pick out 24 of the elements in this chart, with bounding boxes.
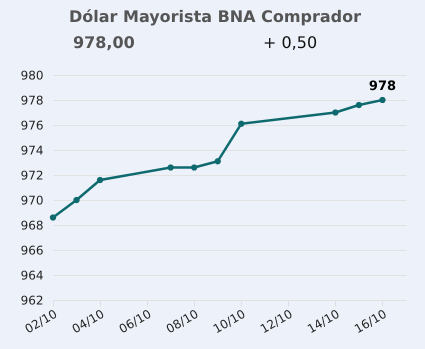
y-tick-label: 970 xyxy=(20,194,44,208)
text: + 0,50 xyxy=(263,33,318,52)
y-tick-label: 976 xyxy=(20,118,44,132)
point xyxy=(379,96,386,104)
point xyxy=(332,109,339,116)
point xyxy=(238,120,244,127)
point xyxy=(191,164,198,171)
point xyxy=(50,214,56,221)
y-tick-label: 978 xyxy=(20,94,44,108)
chart-title: Dólar Mayorista BNA Comprador xyxy=(69,7,362,26)
point xyxy=(73,196,80,204)
y-tick-label: 968 xyxy=(20,218,44,232)
point xyxy=(214,158,221,164)
point xyxy=(96,176,104,184)
y-tick-label: 972 xyxy=(20,168,44,182)
y-tick-label: 962 xyxy=(20,294,44,308)
y-tick-label: 980 xyxy=(20,68,44,82)
text: 978,00 xyxy=(73,33,135,52)
y-tick-label: 966 xyxy=(20,244,44,258)
data-label: 978 xyxy=(368,79,396,94)
y-tick-label: 974 xyxy=(20,144,44,158)
point xyxy=(356,102,362,108)
y-tick-label: 964 xyxy=(20,268,44,282)
point xyxy=(168,164,174,171)
